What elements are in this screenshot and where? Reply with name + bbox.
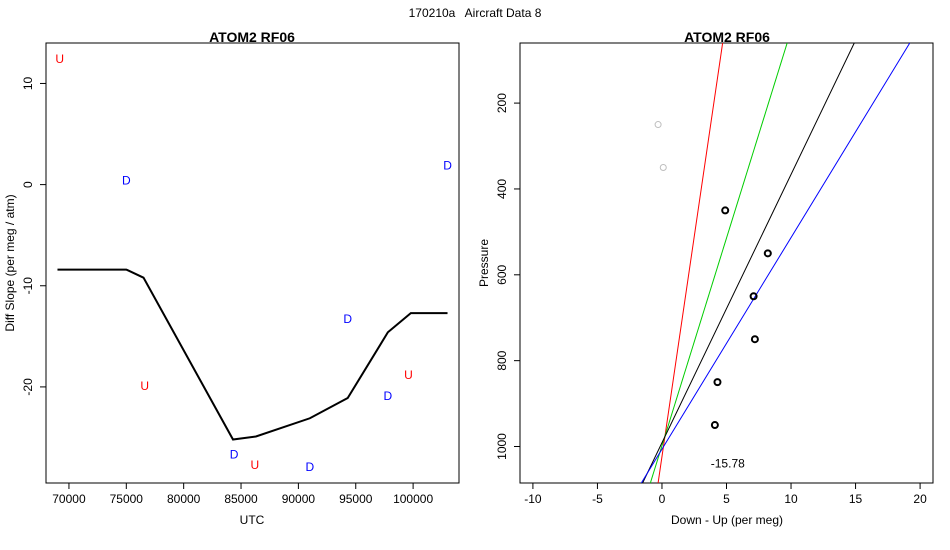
- right-y-axis-label: Pressure: [477, 239, 491, 287]
- right-x-ticks: -10 -5 0 5 10 15 20: [524, 483, 927, 506]
- fit-line: [657, 43, 724, 483]
- left-panel: ATOM2 RF06 UTC Diff Slope (per meg / atm…: [3, 29, 460, 527]
- down-marker: D: [384, 389, 393, 403]
- fit-line: [649, 43, 788, 483]
- data-point: [750, 335, 759, 344]
- down-marker: D: [122, 174, 131, 188]
- right-panel: ATOM2 RF06 Down - Up (per meg) Pressure …: [477, 29, 934, 527]
- right-y-tick-label: 600: [495, 264, 509, 284]
- left-x-tick-label: 70000: [52, 492, 86, 506]
- up-marker: U: [55, 52, 64, 66]
- left-x-ticks: 70000 75000 80000 85000 90000 95000 100000: [52, 483, 433, 506]
- left-x-tick-label: 85000: [224, 492, 258, 506]
- fit-line: [640, 43, 911, 483]
- left-series-line: [57, 268, 448, 441]
- right-y-tick-label: 1000: [495, 433, 509, 460]
- right-plot-area: [640, 43, 911, 483]
- right-y-tick-label: 400: [495, 179, 509, 199]
- grey-point: [654, 121, 662, 129]
- right-x-tick-label: -10: [524, 492, 542, 506]
- fit-line: [642, 43, 855, 483]
- right-x-tick-label: 10: [784, 492, 798, 506]
- right-x-tick-label: 0: [659, 492, 666, 506]
- data-point: [721, 206, 730, 215]
- left-x-tick-label: 95000: [339, 492, 373, 506]
- left-x-tick-label: 90000: [282, 492, 316, 506]
- figure-suptitle: 170210a Aircraft Data 8: [408, 6, 542, 20]
- left-x-tick-label: 75000: [110, 492, 144, 506]
- left-y-tick-label: -20: [21, 378, 35, 396]
- left-y-axis-label: Diff Slope (per meg / atm): [3, 194, 17, 331]
- data-point: [763, 249, 772, 258]
- down-marker: D: [343, 312, 352, 326]
- down-marker: D: [230, 448, 239, 462]
- left-x-tick-label: 100000: [393, 492, 433, 506]
- left-y-tick-label: -10: [21, 277, 35, 295]
- left-y-tick-label: 0: [21, 181, 35, 188]
- data-point: [710, 421, 719, 430]
- left-y-tick-label: 10: [21, 76, 35, 90]
- left-x-axis-label: UTC: [240, 513, 265, 527]
- left-plot-frame: [45, 42, 460, 484]
- right-x-tick-label: 15: [849, 492, 863, 506]
- grey-point: [659, 163, 667, 171]
- right-y-tick-label: 200: [495, 93, 509, 113]
- right-y-tick-label: 800: [495, 350, 509, 370]
- up-marker: U: [404, 368, 413, 382]
- left-y-ticks: -20 -10 0 10: [21, 76, 46, 396]
- right-annotation-layer: -15.78: [711, 457, 745, 471]
- down-marker: D: [306, 460, 315, 474]
- right-x-tick-label: -5: [592, 492, 603, 506]
- right-plot-frame: [519, 42, 934, 484]
- right-x-tick-label: 5: [723, 492, 730, 506]
- right-plot-title: ATOM2 RF06: [684, 29, 770, 45]
- slope-annotation: -15.78: [711, 457, 745, 471]
- data-point: [713, 378, 722, 387]
- left-plot-title: ATOM2 RF06: [209, 29, 295, 45]
- data-point: [749, 292, 758, 301]
- up-marker: U: [250, 458, 259, 472]
- right-y-ticks: 200 400 600 800 1000: [495, 93, 520, 460]
- left-x-tick-label: 80000: [167, 492, 201, 506]
- up-marker: U: [140, 379, 149, 393]
- down-marker: D: [443, 158, 452, 172]
- right-x-axis-label: Down - Up (per meg): [671, 513, 783, 527]
- right-x-tick-label: 20: [913, 492, 927, 506]
